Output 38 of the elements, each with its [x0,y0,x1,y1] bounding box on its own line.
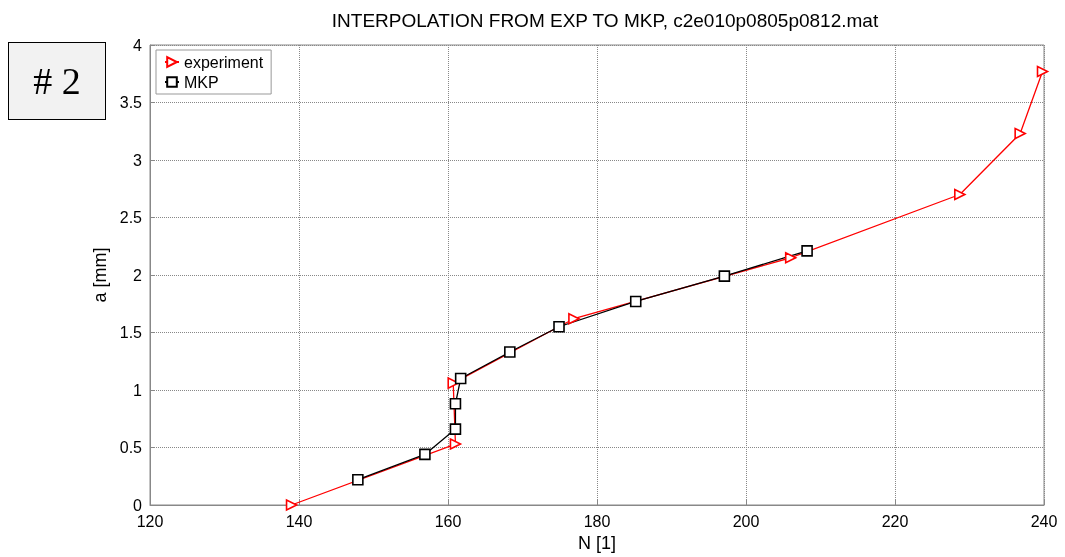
point [449,423,462,435]
y-tick-label: 0 [133,496,143,514]
point [419,448,431,461]
x-axis-title: N [1] [577,532,617,553]
x-tick-label: 160 [434,512,462,530]
y-tick-label: 0.5 [119,439,143,456]
point [449,398,462,410]
text: # 2 [8,42,106,120]
legend-label: experiment [184,53,264,71]
point [1036,65,1049,78]
x-tick-label: 220 [881,512,909,530]
y-tick-label: 2.5 [119,209,143,226]
y-tick-label: 1 [133,381,143,399]
y-tick-label: 3 [133,151,143,169]
x-tick-label: 120 [136,512,164,530]
point [352,473,364,486]
x-tick-label: 200 [732,512,760,530]
point [629,295,642,308]
point [1014,127,1026,140]
y-tick-label: 2 [133,266,143,284]
point [449,438,462,450]
point [553,320,565,333]
y-tick-label: 1.5 [119,324,143,341]
x-tick-label: 240 [1030,512,1058,530]
y-tick-label: 3.5 [119,94,143,111]
x-tick-label: 180 [583,512,611,530]
chart-title: INTERPOLATION FROM EXP TO MKP, c2e010p0805p0812.mat [331,10,879,31]
point [801,245,813,257]
point [718,270,731,282]
point [568,312,580,325]
point [454,372,467,385]
point [954,188,966,201]
y-tick-label: 4 [133,36,143,54]
legend-label: MKP [184,73,219,91]
point [504,346,516,358]
point [784,251,797,264]
x-tick-label: 140 [285,512,313,530]
y-axis-title: a [mm] [89,247,110,303]
